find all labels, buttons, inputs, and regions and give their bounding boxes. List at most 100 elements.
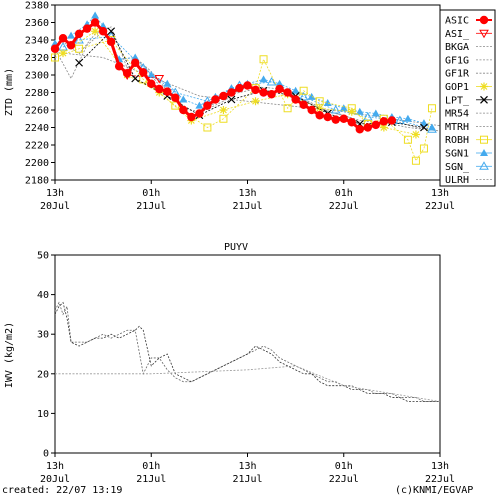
legend-label-bkga: BKGA xyxy=(445,42,469,53)
series-asic-point xyxy=(387,116,397,125)
ztd-series xyxy=(50,11,441,165)
series-gop1-point xyxy=(315,104,324,113)
ztd-ytick-label: 2360 xyxy=(25,18,49,29)
ztd-xtick-label: 22Jul xyxy=(425,201,455,212)
series-asic-point xyxy=(98,27,108,36)
series-asic-point xyxy=(283,88,292,97)
ztd-xtick-label: 13h xyxy=(46,188,64,199)
series-sgn1-point xyxy=(291,86,300,94)
series-sgn1-point xyxy=(355,107,364,115)
series-asic xyxy=(50,18,397,134)
series-sgn1-point xyxy=(131,53,140,61)
series-asic-point xyxy=(307,105,316,115)
series-lptu-point xyxy=(107,27,116,36)
series-asic-point xyxy=(122,69,132,78)
iwv-xtick-label: 22Jul xyxy=(425,474,455,485)
series-asic-point xyxy=(187,112,196,122)
ztd-xtick-label: 20Jul xyxy=(40,201,70,212)
series-sgn1-point xyxy=(419,119,428,127)
series-asiu-line xyxy=(127,74,160,79)
iwv-ytick-label: 10 xyxy=(37,409,49,420)
copyright-notice: (c)KNMI/EGVAP xyxy=(395,485,474,496)
iwv-y-axis-label: IWV (kg/m2) xyxy=(4,322,15,388)
series-gop1-point xyxy=(379,123,388,132)
series-sgn1-point xyxy=(195,101,204,109)
series-asic-point xyxy=(131,58,140,67)
iwv-xtick-label: 13h xyxy=(431,461,449,472)
series-asic-point xyxy=(211,95,220,104)
ztd-xtick-label: 21Jul xyxy=(136,201,166,212)
series-robh-point xyxy=(299,86,308,95)
series-sgn1-point xyxy=(259,75,268,83)
series-asic-point xyxy=(315,111,324,120)
iwv-chart-title: PUYV xyxy=(224,242,248,253)
legend-marker-asic xyxy=(479,15,489,25)
series-asic-point xyxy=(339,114,348,123)
legend-label-asic: ASIC xyxy=(445,16,469,27)
iwv-series-line-1 xyxy=(54,301,440,402)
iwv-xtick-label: 13h xyxy=(238,461,256,472)
legend-label-asiu: ASI_ xyxy=(445,29,470,40)
created-timestamp: created: 22/07 13:19 xyxy=(2,485,123,496)
series-asic-point xyxy=(90,18,100,27)
series-gop1-point xyxy=(219,106,228,114)
series-asic-point xyxy=(171,93,180,102)
ztd-ytick-label: 2180 xyxy=(25,176,49,187)
charts-canvas: ZTD (mm) 2180 2200 2220 2240 2260 2280 2300 232… xyxy=(4,0,496,485)
series-asic-point xyxy=(355,125,364,134)
series-asic-point xyxy=(203,101,212,110)
ztd-xtick-label: 01h xyxy=(142,188,160,199)
series-asic-point xyxy=(251,85,260,95)
legend-label-ulrh: ULRH xyxy=(445,175,469,186)
series-asic-point xyxy=(155,84,164,94)
iwv-ytick-label: 30 xyxy=(37,330,49,341)
series-sgn1-point xyxy=(403,114,412,122)
series-asic-point xyxy=(259,88,268,97)
legend-label-mtrh: MTRH xyxy=(445,122,469,133)
series-sgn1-point xyxy=(371,109,380,117)
ztd-legend: ASIC ASI_ BKGA GF1G GF1R GOP1 LPT_ MR54 MTRH ROBH… xyxy=(445,15,492,186)
series-asic-point xyxy=(299,100,308,109)
series-asic-point xyxy=(227,88,236,97)
legend-label-gop1: GOP1 xyxy=(445,82,469,93)
series-robh xyxy=(51,36,436,165)
series-asic-point xyxy=(347,118,356,127)
series-sgn1-point xyxy=(339,104,348,112)
legend-marker-sgnu xyxy=(479,161,489,170)
series-lptu-point xyxy=(75,58,83,67)
series-gop1-point xyxy=(411,130,420,139)
series-asic-point xyxy=(66,41,76,50)
iwv-xtick-label: 01h xyxy=(335,461,353,472)
series-asic-point xyxy=(291,95,300,104)
iwv-x-ticks: 13h 20Jul 01h 21Jul 13h 21Jul 01h 22Jul 13h 22Jul xyxy=(40,453,455,485)
series-robh-line xyxy=(54,39,433,162)
ztd-ytick-label: 2220 xyxy=(25,141,49,152)
iwv-xtick-label: 13h xyxy=(46,461,64,472)
legend-marker-gop1 xyxy=(480,82,488,91)
series-sgnu-point xyxy=(74,34,84,44)
ztd-xtick-label: 01h xyxy=(335,188,353,199)
iwv-series-line-3 xyxy=(55,365,441,402)
series-asic-point xyxy=(219,91,228,101)
series-asic-point xyxy=(74,29,84,39)
series-asic-point xyxy=(243,81,252,90)
ztd-xtick-label: 22Jul xyxy=(329,201,359,212)
series-sgn1-point xyxy=(275,79,284,87)
legend-label-sgn1: SGN1 xyxy=(445,149,469,160)
series-sgnu-point xyxy=(395,115,405,124)
iwv-ytick-label: 20 xyxy=(37,369,49,380)
legend-marker-lptu xyxy=(480,95,488,104)
ztd-plot-frame xyxy=(54,4,441,181)
series-gop1-point xyxy=(91,27,100,36)
series-robh-point xyxy=(419,144,428,153)
series-sgn1-point xyxy=(67,31,76,39)
series-asic-point xyxy=(114,62,124,71)
legend-label-gf1g: GF1G xyxy=(445,55,469,66)
ztd-ytick-label: 2340 xyxy=(25,36,49,47)
series-sgn1-point xyxy=(323,99,332,106)
series-robh-point xyxy=(411,156,420,165)
series-robh-point xyxy=(219,114,228,123)
ztd-xtick-label: 13h xyxy=(431,188,449,199)
series-sgn1-point xyxy=(91,11,100,19)
